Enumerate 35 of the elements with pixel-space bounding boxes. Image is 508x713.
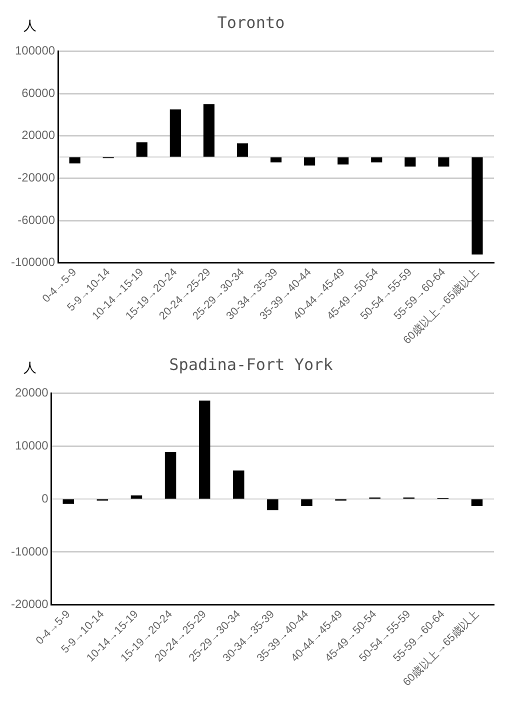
y-tick-label: -60000 (18, 212, 56, 227)
y-axis-title: 人 (24, 360, 36, 375)
bar (198, 400, 210, 499)
bar (338, 157, 349, 164)
bar (471, 499, 483, 506)
bar (438, 157, 450, 167)
y-tick-label: -10000 (10, 544, 49, 558)
y-tick-label: 20000 (14, 386, 49, 400)
y-tick-label: 0 (42, 491, 49, 506)
bar (371, 157, 382, 162)
bar (136, 142, 148, 157)
y-tick-label: -20000 (10, 597, 49, 612)
bar (404, 157, 416, 167)
chart-title: Spadina-Fort York (169, 354, 334, 374)
y-tick-label: 60000 (22, 86, 56, 100)
y-tick-label: 10000 (14, 438, 49, 452)
bar (69, 157, 80, 164)
bar (203, 104, 214, 157)
bar (236, 143, 248, 157)
y-tick-label: -20000 (18, 170, 56, 185)
bar (233, 470, 244, 499)
y-axis-title: 人 (24, 18, 36, 33)
bar (304, 157, 316, 166)
chart-title: Toronto (217, 12, 285, 32)
bar (62, 499, 74, 504)
bar (301, 499, 312, 506)
bar (267, 499, 278, 510)
y-tick-label: -100000 (10, 255, 56, 270)
bar (170, 109, 181, 157)
bar (130, 495, 142, 499)
y-tick-label: 20000 (22, 128, 56, 142)
bar (164, 452, 176, 499)
y-tick-label: 100000 (14, 44, 56, 58)
bar (472, 157, 483, 254)
bar (270, 157, 282, 162)
